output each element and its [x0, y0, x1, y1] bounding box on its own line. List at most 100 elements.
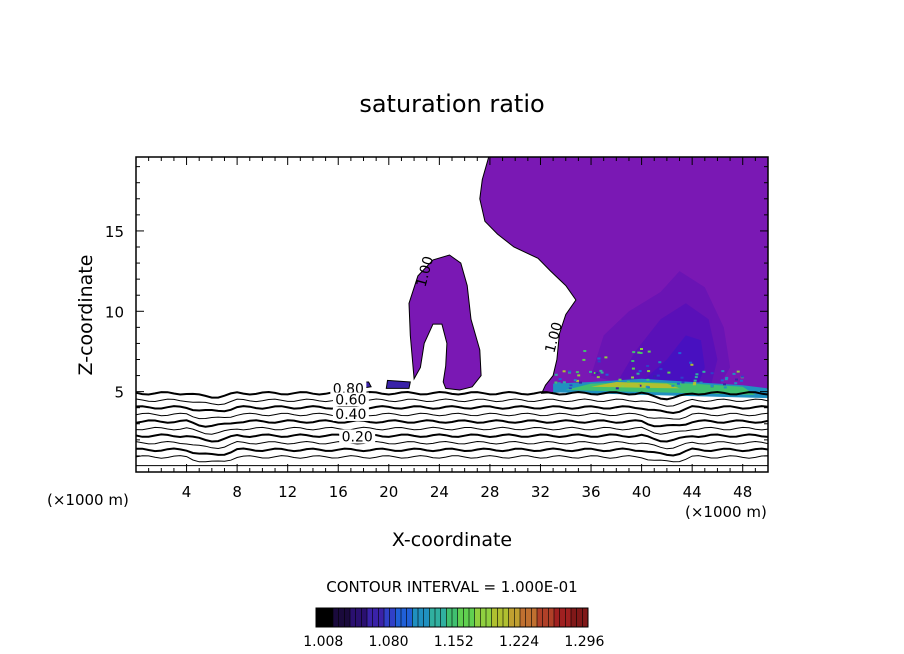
band-speck [693, 379, 697, 382]
colorbar-swatch [531, 608, 538, 627]
contour-label: 1.00 [414, 255, 438, 289]
band-speck [720, 379, 724, 382]
contour-label: 0.20 [342, 429, 373, 445]
band-speck [597, 357, 601, 360]
colorbar-swatch [412, 608, 419, 627]
y-tick-label: 5 [114, 384, 124, 402]
band-speck [583, 350, 587, 352]
band-speck [645, 385, 649, 388]
band-speck [636, 372, 640, 375]
colorbar-tick-label: 1.224 [499, 634, 539, 650]
band-speck [699, 381, 703, 384]
contour-interval-text: CONTOUR INTERVAL = 1.000E-01 [326, 578, 577, 596]
colorbar-swatch [457, 608, 464, 627]
colorbar-swatch [378, 608, 385, 627]
band-speck [599, 369, 603, 372]
band-speck [615, 387, 619, 390]
colorbar-swatch [361, 608, 368, 627]
colorbar-swatch [491, 608, 498, 627]
band-speck [723, 386, 727, 389]
colorbar-swatch [452, 608, 459, 627]
band-speck [557, 382, 561, 385]
colorbar-swatch [559, 608, 566, 627]
colorbar-swatch [338, 608, 345, 627]
colorbar-swatch [571, 608, 578, 627]
colorbar-swatch [486, 608, 493, 627]
band-speck [667, 371, 671, 374]
band-speck [693, 381, 697, 384]
band-speck [610, 387, 614, 390]
contour-line [136, 433, 768, 443]
x-tick-label: 36 [581, 483, 600, 501]
x-tick-label: 28 [480, 483, 499, 501]
band-speck [632, 351, 636, 354]
band-speck [604, 356, 608, 359]
contour-line [136, 412, 768, 420]
contour-line [136, 426, 768, 435]
band-speck [636, 385, 640, 388]
colorbar-swatch [565, 608, 572, 627]
band-speck [596, 376, 600, 379]
band-speck [710, 372, 714, 375]
colorbar-swatch [406, 608, 413, 627]
colorbar-swatch [372, 608, 379, 627]
band-speck [680, 376, 684, 379]
colorbar-frame [315, 607, 589, 628]
band-speck [659, 368, 663, 371]
colorbar-swatch [333, 608, 340, 627]
y-tick-label: 15 [105, 223, 124, 241]
band-speck [723, 383, 726, 386]
contour-label-bg [332, 406, 369, 421]
colorbar-swatch [576, 608, 583, 627]
colorbar-swatch [446, 608, 453, 627]
band-speck [732, 372, 736, 375]
band-speck [577, 374, 581, 377]
band-speck [702, 370, 706, 373]
band-speck [740, 379, 743, 382]
band-speck [692, 383, 696, 386]
colorbar-tick-label: 1.152 [434, 634, 474, 650]
band-speck [647, 370, 651, 373]
colorbar-swatch [514, 608, 521, 627]
band-speck [576, 379, 579, 382]
low-level-contours [136, 390, 768, 467]
colorbar-tick-label: 1.080 [368, 634, 408, 650]
y-tick-label: 10 [105, 303, 124, 321]
colorbar-swatch [429, 608, 436, 627]
x-tick-label: 40 [632, 483, 651, 501]
band-speck [597, 360, 601, 363]
contour-line [136, 447, 768, 457]
band-speck [568, 370, 572, 373]
contour-line [136, 419, 768, 428]
colorbar-swatch [497, 608, 504, 627]
colorbar-swatch [389, 608, 396, 627]
band-speck [579, 381, 582, 384]
x-axis-label: X-coordinate [392, 529, 512, 551]
colorbar-swatch [355, 608, 362, 627]
band-speck [725, 376, 729, 379]
band-speck [562, 381, 566, 384]
band-speck [676, 382, 680, 385]
cloud-blob-2 [385, 379, 411, 389]
colorbar-swatch [469, 608, 476, 627]
band-speck [642, 383, 646, 386]
band-speck [671, 384, 675, 387]
colorbar-swatch [384, 608, 391, 627]
contour-label: 1.00 [543, 320, 567, 354]
band-speck [653, 375, 657, 378]
band-speck [740, 375, 744, 378]
colorbar-swatch [435, 608, 442, 627]
band-speck [573, 379, 577, 382]
x-tick-label: 16 [329, 483, 348, 501]
colorbar-swatch [548, 608, 555, 627]
x-tick-label: 48 [733, 483, 752, 501]
band-speck [582, 358, 586, 361]
band-speck [638, 370, 642, 373]
contour-label: 0.60 [335, 393, 366, 409]
band-speck [734, 382, 738, 385]
colorbar-swatch [440, 608, 447, 627]
contour-label-bg [330, 381, 367, 396]
band-speck [695, 373, 699, 376]
